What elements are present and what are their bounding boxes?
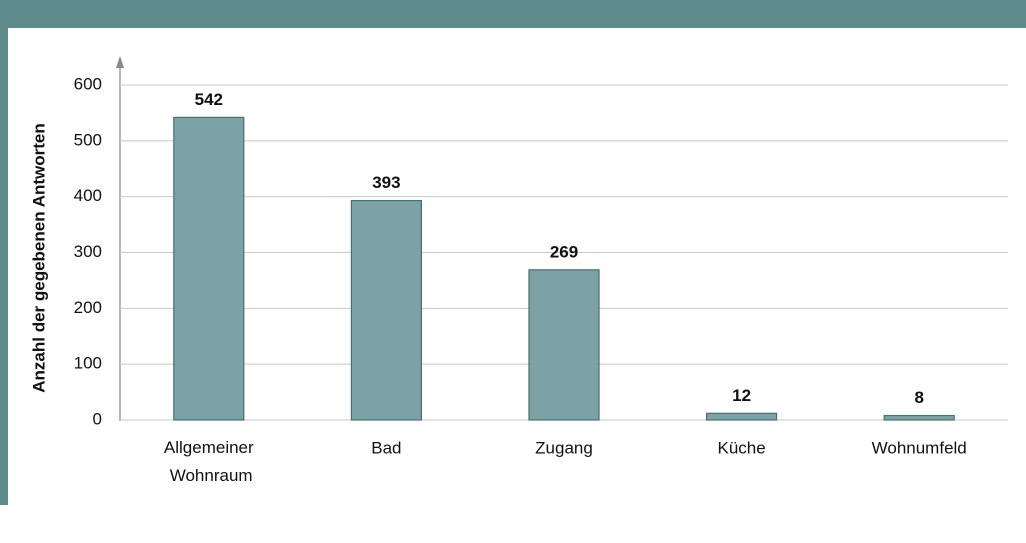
data-label: 8 <box>914 388 923 407</box>
bar <box>705 412 778 421</box>
x-tick-label: Wohnumfeld <box>872 438 967 457</box>
frame-left <box>0 0 8 505</box>
x-tick-label: Zugang <box>535 438 593 457</box>
data-label: 393 <box>372 173 400 192</box>
y-axis-label: Anzahl der gegebenen Antworten <box>29 123 48 393</box>
y-tick-label: 600 <box>74 74 102 93</box>
bar <box>173 116 245 421</box>
frame-top <box>0 0 1026 28</box>
y-axis-arrow <box>116 56 124 68</box>
y-tick-label: 300 <box>74 242 102 261</box>
data-label: 542 <box>195 90 223 109</box>
x-tick-label: Bad <box>371 438 401 457</box>
y-tick-label: 500 <box>74 130 102 149</box>
y-tick-label: 200 <box>74 298 102 317</box>
data-label: 12 <box>732 386 751 405</box>
y-tick-label: 100 <box>74 354 102 373</box>
bar <box>528 269 600 421</box>
y-tick-label: 400 <box>74 186 102 205</box>
bar <box>883 414 955 421</box>
y-tick-label: 0 <box>93 409 102 428</box>
x-tick-label: Küche <box>717 438 765 457</box>
data-label: 269 <box>550 242 578 261</box>
x-tick-label: Allgemeiner Wohnraum <box>164 438 254 485</box>
bar <box>350 199 422 421</box>
